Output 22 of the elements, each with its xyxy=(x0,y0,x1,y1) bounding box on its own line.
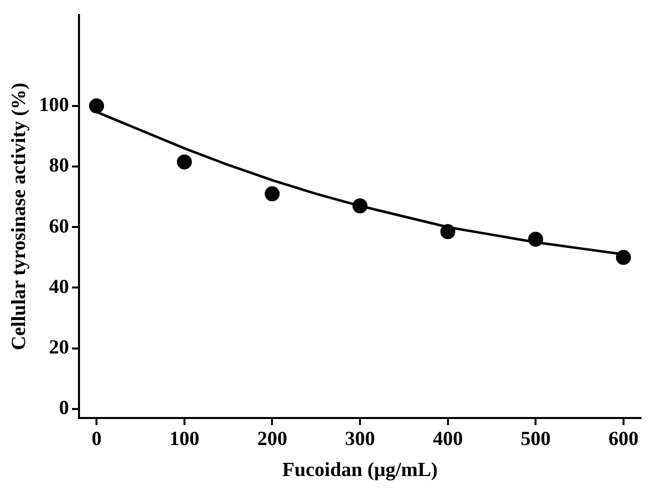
y-tick-label: 40 xyxy=(49,276,69,298)
point xyxy=(89,98,104,114)
y-tick-label: 20 xyxy=(49,336,69,358)
x-axis-title: Fucoidan (µg/mL) xyxy=(282,459,438,482)
x-tick-label: 100 xyxy=(169,428,200,450)
point xyxy=(176,154,192,170)
point xyxy=(264,186,280,202)
x-tick-label: 0 xyxy=(92,428,102,450)
y-axis-title: Cellular tyrosinase activity (%) xyxy=(8,82,30,350)
x-tick-label: 300 xyxy=(345,428,375,450)
point xyxy=(440,224,456,240)
x-tick-label: 400 xyxy=(432,428,463,450)
x-tick-label: 600 xyxy=(608,428,638,450)
point xyxy=(352,198,368,214)
point xyxy=(616,250,631,265)
y-tick-label: 0 xyxy=(59,397,69,420)
x-tick-label: 500 xyxy=(520,428,551,450)
x-tick-label: 200 xyxy=(257,428,288,450)
y-tick-label: 80 xyxy=(49,154,69,177)
point xyxy=(528,232,544,247)
y-tick-label: 100 xyxy=(39,94,69,116)
y-tick-label: 60 xyxy=(49,215,69,238)
